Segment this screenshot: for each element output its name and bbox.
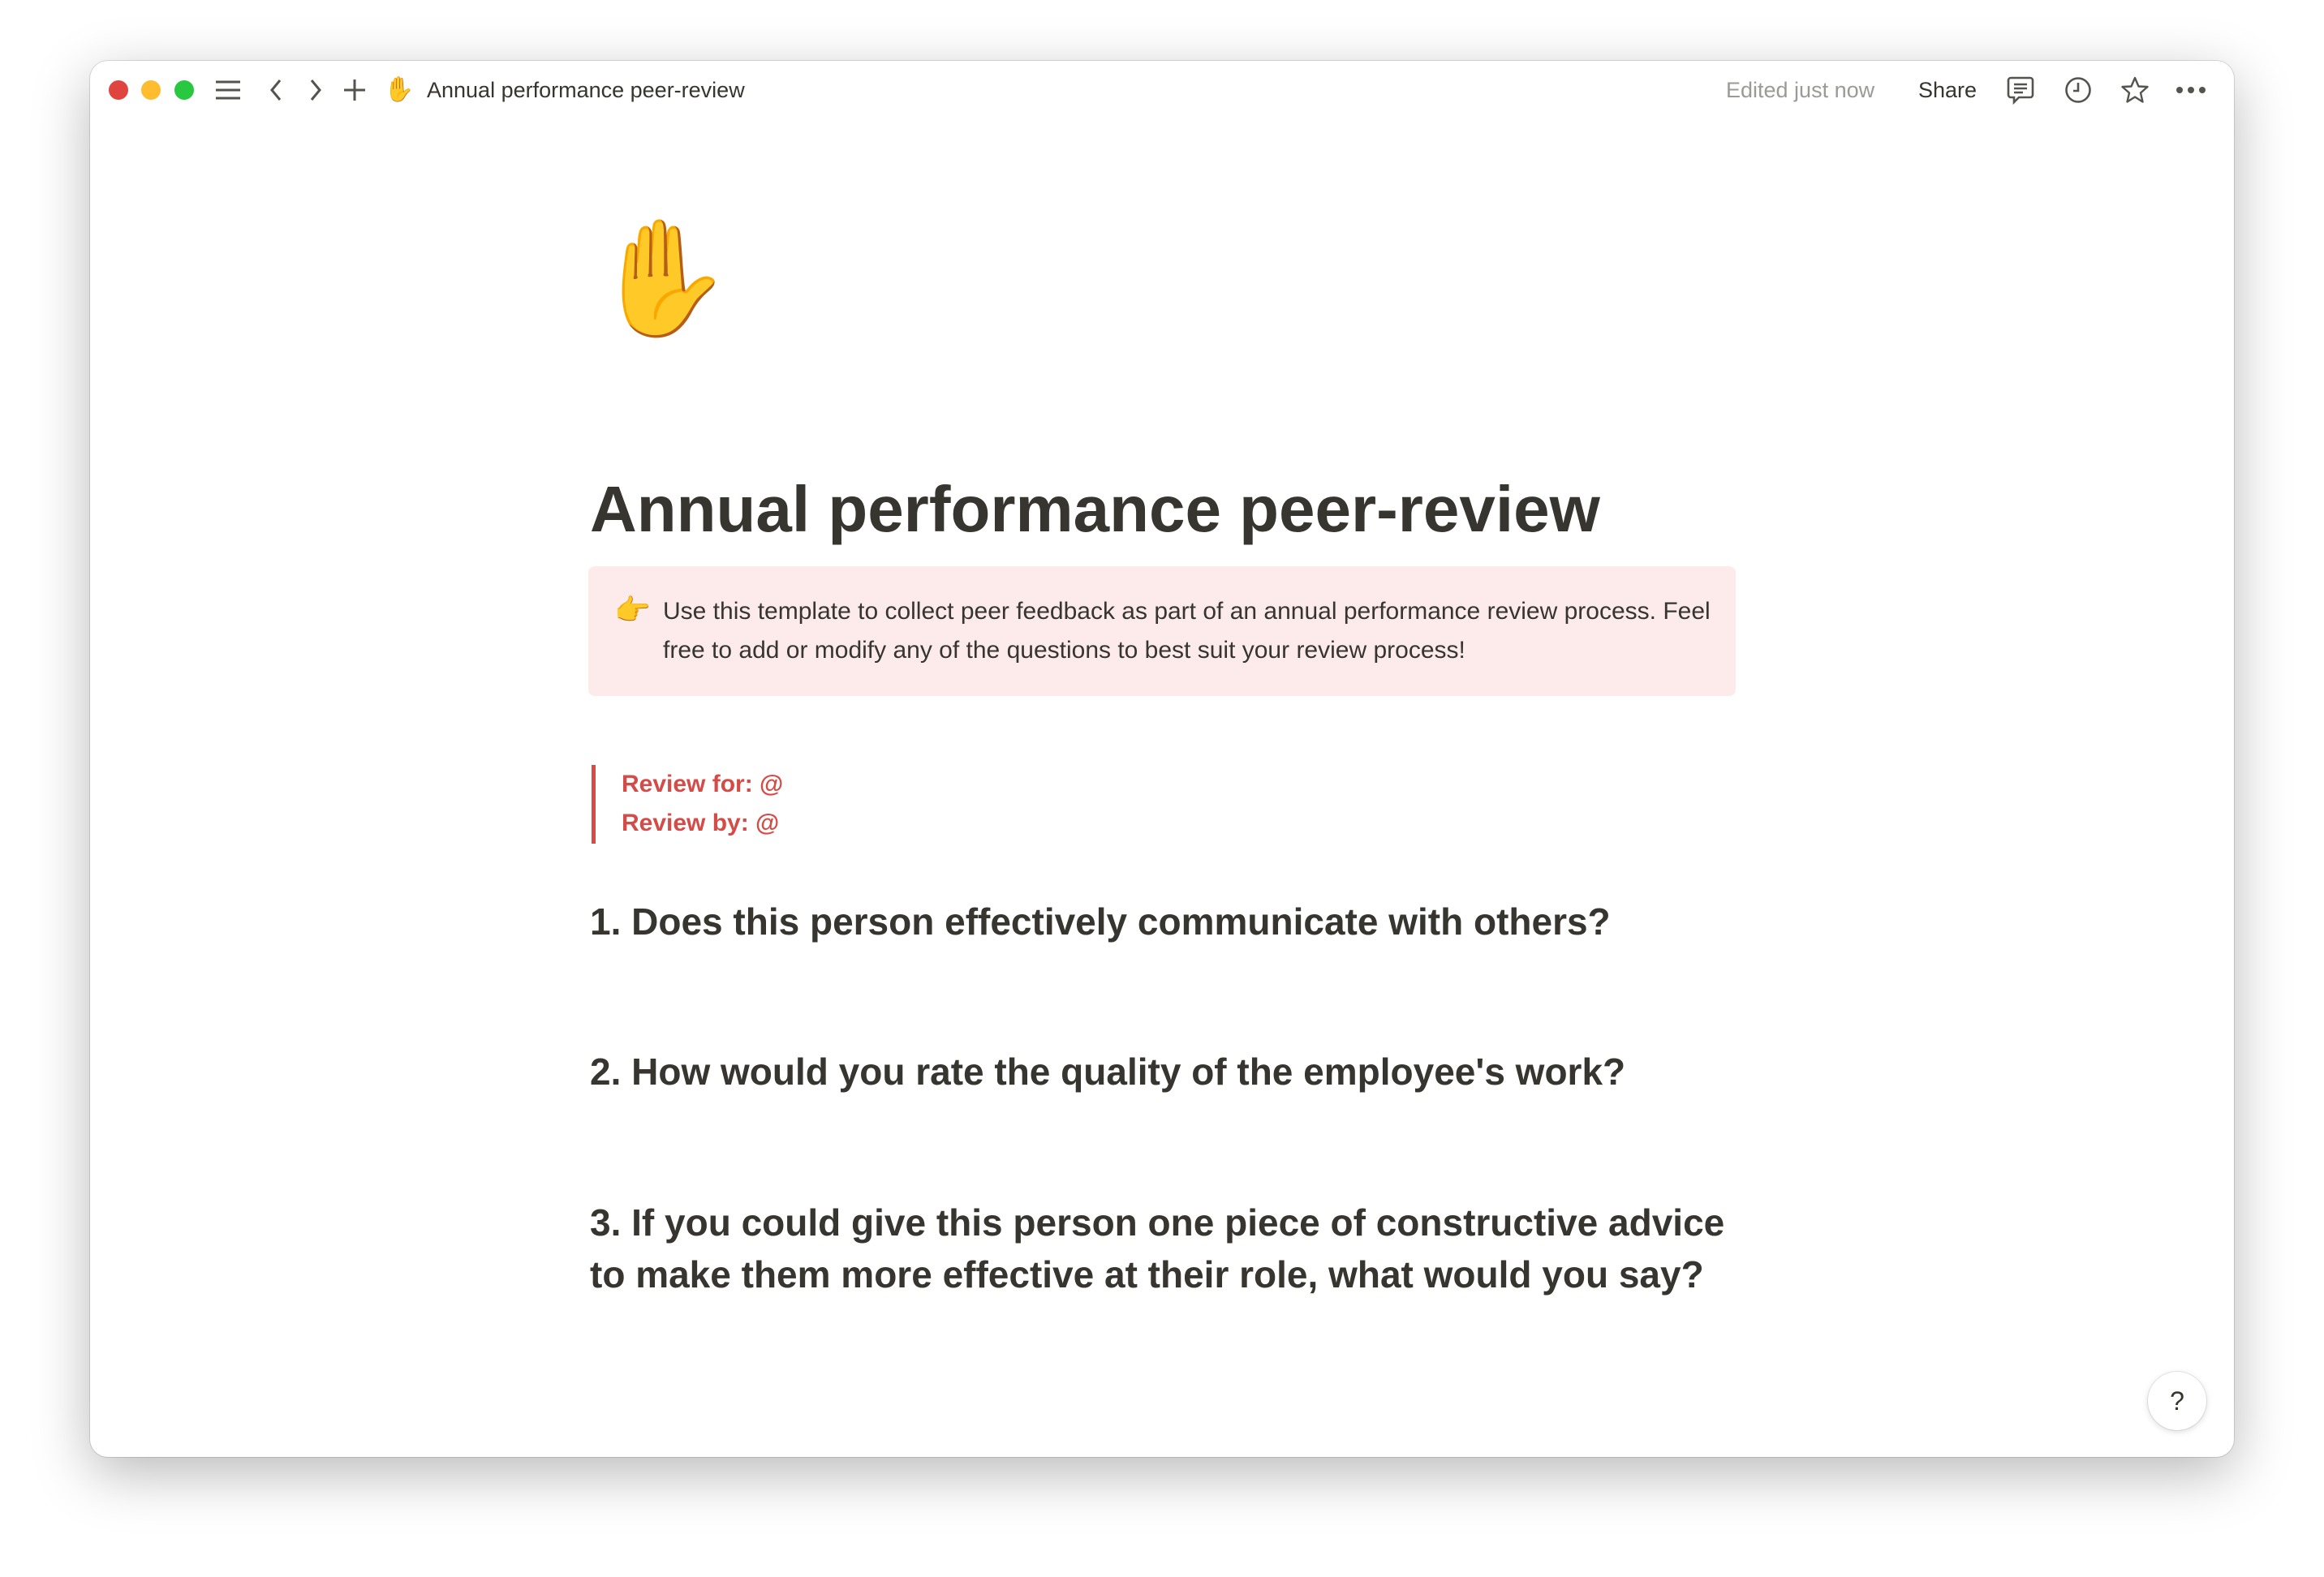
question-heading-2[interactable]: 2. How would you rate the quality of the… (590, 1051, 1626, 1093)
zoom-window-button[interactable] (174, 80, 194, 100)
quote-block[interactable]: Review for: @ Review by: @ (592, 765, 1245, 844)
page-title[interactable]: Annual performance peer-review (590, 473, 1600, 545)
page-title-breadcrumb[interactable]: Annual performance peer-review (427, 78, 745, 102)
star-icon[interactable] (2119, 74, 2151, 106)
help-button[interactable]: ? (2148, 1372, 2206, 1430)
comment-icon[interactable] (2004, 74, 2037, 106)
review-for-line[interactable]: Review for: @ (622, 771, 784, 797)
clock-icon[interactable] (2062, 74, 2094, 106)
forward-icon[interactable] (299, 74, 332, 106)
question-heading-1[interactable]: 1. Does this person effectively communic… (590, 900, 1611, 943)
share-button[interactable]: Share (1918, 78, 1978, 102)
page-icon[interactable]: ✋ (592, 214, 734, 342)
callout-text[interactable]: Use this template to collect peer feedba… (663, 598, 1711, 664)
pointing-hand-icon[interactable]: 👉 (614, 593, 651, 626)
edited-status: Edited just now (1726, 78, 1875, 102)
page-icon-small[interactable]: ✋ (384, 76, 415, 103)
callout-block[interactable]: 👉 Use this template to collect peer feed… (588, 566, 1736, 696)
question-heading-3[interactable]: 3. If you could give this person one pie… (590, 1201, 1725, 1296)
plus-icon[interactable] (338, 74, 371, 106)
app-window: ✋ Annual performance peer-review Edited … (90, 61, 2234, 1457)
back-icon[interactable] (260, 74, 292, 106)
more-icon[interactable] (2175, 74, 2207, 106)
menu-icon[interactable] (212, 74, 244, 106)
review-by-line[interactable]: Review by: @ (622, 810, 780, 836)
minimize-window-button[interactable] (141, 80, 161, 100)
close-window-button[interactable] (109, 80, 128, 100)
